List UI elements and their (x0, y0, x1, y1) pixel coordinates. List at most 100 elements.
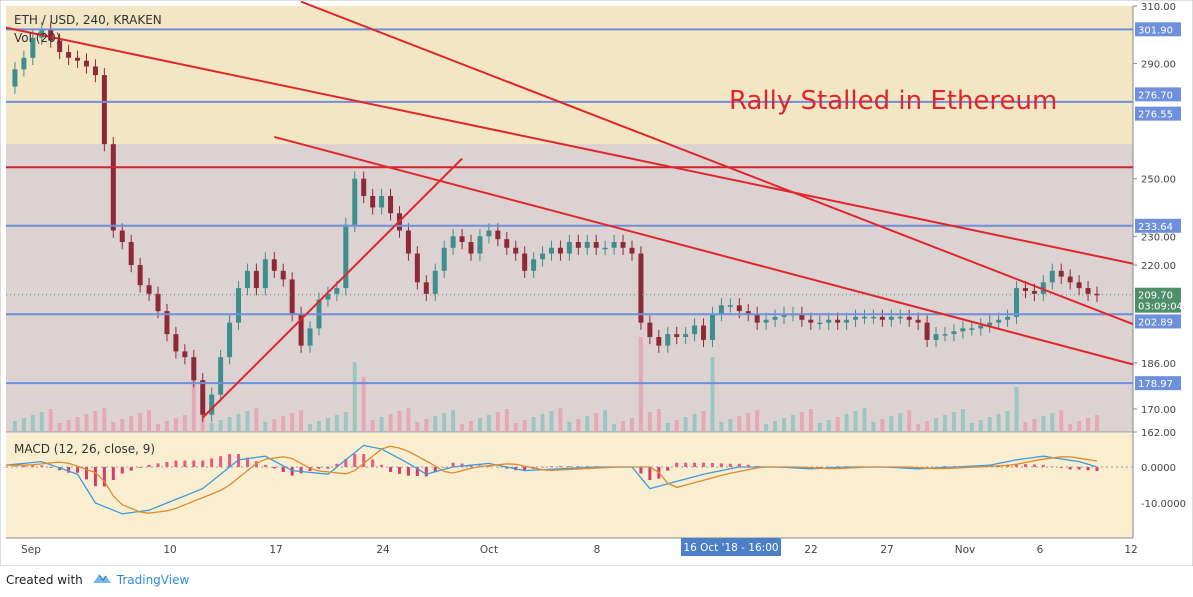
candle-body (164, 311, 170, 335)
macd-histogram-bar (129, 467, 133, 471)
candle-body (423, 282, 429, 294)
macd-histogram-bar (93, 467, 97, 487)
macd-histogram-bar (648, 467, 652, 480)
candle-body (119, 230, 125, 243)
candle-body (459, 236, 465, 243)
volume-bar (719, 422, 724, 432)
candle-body (987, 322, 993, 326)
volume-bar (799, 412, 804, 432)
volume-bar (120, 419, 125, 432)
candle-body (325, 293, 331, 300)
price-tick-label: 310.00 (1141, 2, 1176, 13)
volume-bar (737, 416, 742, 432)
volume-bar (907, 410, 912, 432)
price-label-box (1135, 218, 1181, 233)
volume-bar (1032, 419, 1037, 432)
candle-body (289, 279, 295, 314)
volume-bar (728, 419, 733, 432)
volume-bar (263, 422, 268, 432)
macd-histogram-bar (174, 460, 178, 467)
price-tick-label: 230.00 (1141, 232, 1176, 243)
volume-bar (934, 418, 939, 432)
candle-body (540, 253, 546, 260)
time-tick-label: 27 (880, 544, 893, 556)
candle-body (1022, 288, 1028, 291)
candle-body (754, 313, 760, 323)
trendline (300, 0, 1134, 325)
volume-bar (603, 410, 608, 432)
volume-bar (147, 410, 152, 432)
candle-body (826, 319, 832, 323)
candle-body (209, 394, 215, 415)
candle-body (1040, 282, 1046, 294)
macd-histogram-bar (558, 466, 562, 467)
volume-bar (415, 422, 420, 432)
time-tick-label: Oct (480, 544, 498, 556)
price-tick-label: 178.97 (1138, 379, 1173, 390)
volume-bar (942, 415, 947, 432)
candle-body (48, 29, 54, 41)
volume-bar (316, 421, 321, 432)
candle-body (1049, 270, 1055, 283)
macd-histogram-bar (451, 462, 455, 467)
macd-label: MACD (12, 26, close, 9) (14, 442, 156, 456)
volume-bar (209, 423, 214, 432)
candle-body (933, 334, 939, 340)
candle-body (638, 253, 644, 323)
candle-body (83, 60, 89, 67)
chart-svg: 310.00 301.90 290.00 276.70 276.55 250.00 233.… (0, 0, 1193, 567)
volume-bar (844, 414, 849, 432)
time-tick-label: Sep (21, 544, 41, 556)
macd-histogram-bar (353, 454, 357, 467)
macd-histogram-bar (290, 467, 294, 476)
price-tick-label: 209.70 (1138, 291, 1173, 302)
price-tick-label: 220.00 (1141, 261, 1176, 272)
volume-bar (782, 418, 787, 432)
macd-histogram-bar (684, 462, 688, 467)
macd-histogram-bar (397, 467, 401, 474)
volume-bar (138, 413, 143, 432)
volume-bar (406, 408, 411, 432)
price-tick-label: 276.55 (1138, 110, 1173, 121)
macd-histogram-bar (1015, 463, 1019, 467)
volume-bar (75, 417, 80, 432)
macd-pane-bg (6, 433, 1133, 538)
candle-body (218, 357, 224, 395)
volume-bar (916, 424, 921, 432)
volume-bar (469, 421, 474, 432)
macd-histogram-bar (147, 464, 151, 467)
volume-bar (495, 412, 500, 432)
candle-body (763, 319, 769, 323)
candle-body (236, 288, 242, 323)
volume-bar (254, 408, 259, 432)
macd-histogram-bar (120, 467, 124, 474)
candle-body (352, 178, 358, 225)
volume-bar (388, 414, 393, 432)
candle-body (709, 313, 715, 340)
volume-bar (218, 420, 223, 432)
volume-bar (397, 411, 402, 432)
volume-bar (889, 416, 894, 432)
footer: Created with TradingView (6, 571, 189, 588)
volume-bar (111, 422, 116, 432)
volume-bar (647, 412, 652, 432)
time-tick-label: 10 (163, 544, 176, 556)
tradingview-link[interactable]: TradingView (116, 572, 190, 587)
volume-bar (585, 416, 590, 432)
created-with-text: Created with (6, 572, 83, 587)
macd-tick-label: 0.0000 (1141, 463, 1176, 474)
macd-histogram-bar (693, 462, 697, 467)
macd-histogram-bar (433, 467, 437, 473)
candle-body (531, 259, 537, 271)
volume-bar (433, 416, 438, 432)
volume-bar (808, 409, 813, 432)
candle-body (656, 337, 662, 346)
candle-body (584, 242, 590, 248)
candle-body (504, 239, 510, 248)
macd-histogram-bar (344, 458, 348, 467)
macd-histogram-bar (424, 467, 428, 477)
macd-histogram-bar (299, 467, 303, 474)
volume-bar (504, 409, 509, 432)
macd-histogram-bar (49, 467, 53, 468)
candle-body (549, 247, 554, 254)
